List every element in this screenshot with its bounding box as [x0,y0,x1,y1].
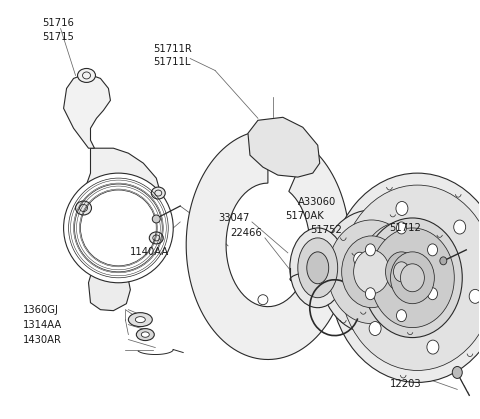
Ellipse shape [396,222,407,234]
Ellipse shape [342,236,401,308]
Ellipse shape [400,264,424,292]
Ellipse shape [290,228,346,308]
Polygon shape [186,130,349,360]
Ellipse shape [371,228,454,328]
Polygon shape [248,117,320,177]
Ellipse shape [298,238,337,298]
Ellipse shape [328,220,415,323]
Ellipse shape [305,250,315,260]
Text: 5170AK: 5170AK [285,211,324,221]
Ellipse shape [141,332,149,337]
Ellipse shape [354,252,366,266]
Ellipse shape [320,210,423,334]
Ellipse shape [149,232,163,244]
Ellipse shape [396,202,408,215]
Ellipse shape [454,220,466,234]
Text: 1360GJ: 1360GJ [23,305,59,315]
Text: 51712: 51712 [389,223,421,233]
Ellipse shape [136,328,154,341]
Ellipse shape [391,252,434,304]
Ellipse shape [307,252,329,284]
Text: 51715: 51715 [43,31,74,41]
Ellipse shape [369,321,381,336]
Ellipse shape [365,244,375,256]
Text: 1140AA: 1140AA [131,247,169,257]
Ellipse shape [469,290,480,303]
Ellipse shape [362,218,462,338]
Polygon shape [63,73,110,148]
Ellipse shape [396,310,407,322]
Text: 51711L: 51711L [153,57,191,67]
Ellipse shape [152,215,160,223]
Ellipse shape [440,257,447,265]
Polygon shape [81,148,163,280]
Ellipse shape [75,201,92,215]
Ellipse shape [151,187,165,199]
Ellipse shape [128,313,152,327]
Ellipse shape [340,185,480,370]
Text: 51711R: 51711R [153,44,192,54]
Ellipse shape [452,367,462,378]
Ellipse shape [354,250,389,294]
Ellipse shape [385,252,418,292]
Ellipse shape [360,222,444,322]
Text: A33060: A33060 [298,197,336,207]
Text: 12203: 12203 [389,380,421,389]
Polygon shape [88,266,131,310]
Ellipse shape [428,244,438,256]
Ellipse shape [373,238,430,306]
Text: 1430AR: 1430AR [23,334,61,344]
Ellipse shape [394,262,409,282]
Text: 33047: 33047 [218,213,250,223]
Ellipse shape [427,340,439,354]
Text: 51752: 51752 [310,225,342,235]
Ellipse shape [78,68,96,83]
Text: 22466: 22466 [230,228,262,238]
Text: 1314AA: 1314AA [23,320,62,330]
Ellipse shape [365,288,375,300]
Polygon shape [98,233,128,268]
Ellipse shape [428,288,438,300]
Text: 51716: 51716 [43,18,74,28]
Ellipse shape [63,173,173,283]
Ellipse shape [349,210,453,334]
Ellipse shape [135,317,145,323]
Ellipse shape [330,173,480,383]
Ellipse shape [258,295,268,305]
